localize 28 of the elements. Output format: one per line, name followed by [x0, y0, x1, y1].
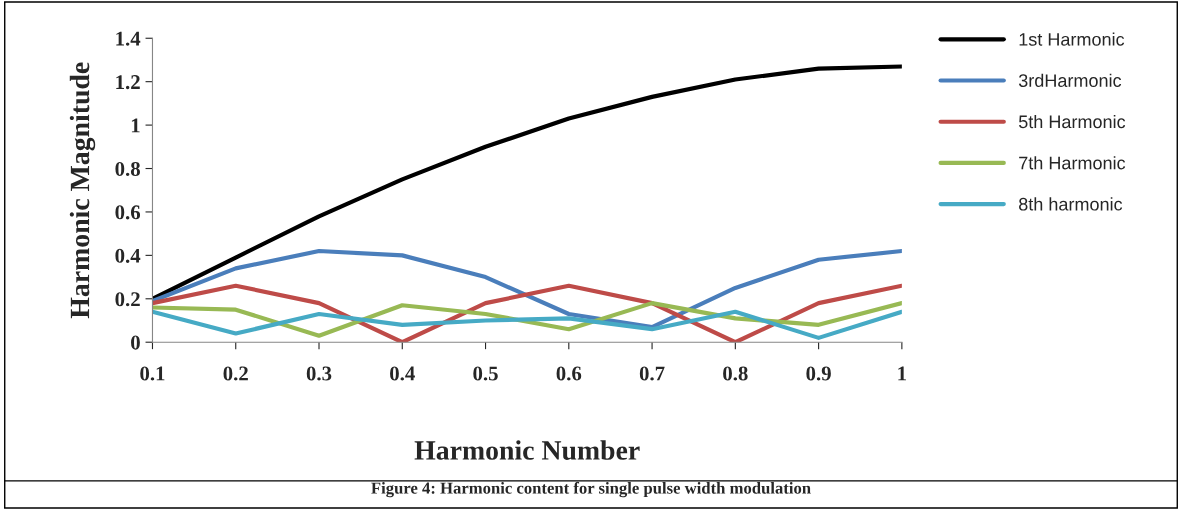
y-tick-label: 0.6 — [115, 205, 141, 220]
caption: Figure 4: Harmonic content for single pulse width modulation — [371, 481, 811, 498]
legend-label: 3rdHarmonic — [1018, 73, 1122, 87]
legend-label: 8th harmonic — [1019, 197, 1123, 211]
x-tick-label: 0.9 — [806, 366, 831, 381]
x-axis-title: Harmonic Number — [414, 440, 640, 460]
x-tick-label: 0.7 — [639, 366, 665, 381]
y-tick-label: 0.2 — [115, 292, 140, 307]
y-tick-label: 0 — [131, 335, 140, 350]
x-tick-label: 0.3 — [306, 366, 332, 381]
x-tick-label: 0.6 — [556, 366, 582, 381]
y-tick-label: 1 — [131, 118, 140, 133]
legend-label: 5th Harmonic — [1018, 114, 1126, 129]
legend-label: 1st Harmonic — [1019, 32, 1125, 46]
y-axis-title: Harmonic Magnitude — [69, 62, 96, 319]
y-tick-label: 1.4 — [116, 31, 141, 46]
y-tick-label: 0.4 — [115, 248, 141, 263]
y-tick-label: 0.8 — [115, 161, 140, 177]
x-tick-label: 0.1 — [140, 366, 165, 381]
x-tick-label: 0.8 — [723, 366, 748, 381]
line-series — [152, 248, 902, 330]
line-series — [152, 64, 902, 301]
x-tick-label: 0.2 — [223, 366, 248, 381]
legend-label: 7th Harmonic — [1019, 156, 1126, 170]
x-tick-label: 1 — [898, 366, 906, 381]
x-tick-label: 0.4 — [390, 366, 415, 381]
x-tick-label: 0.5 — [473, 366, 498, 381]
y-tick-label: 1.2 — [116, 75, 140, 90]
